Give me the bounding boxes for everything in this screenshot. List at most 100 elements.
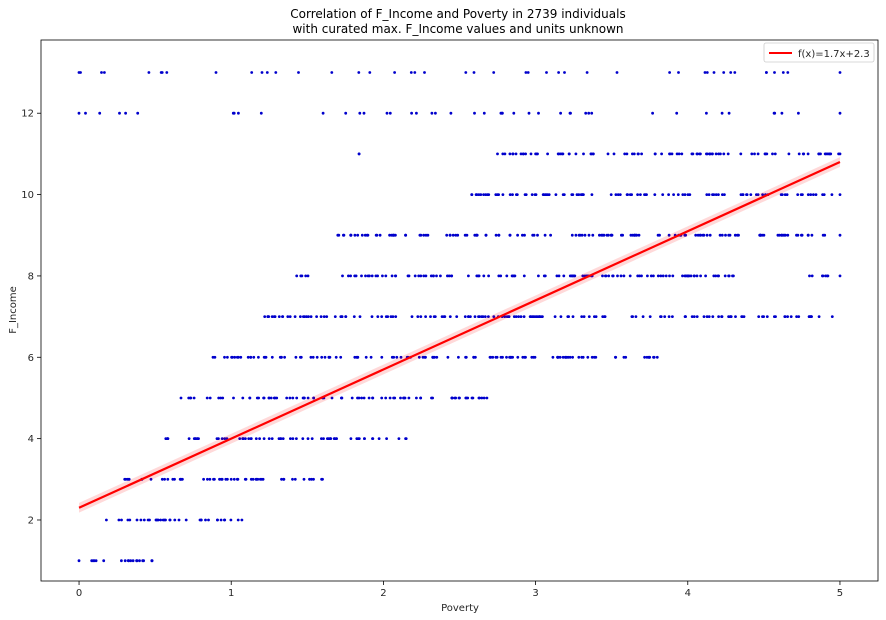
chart-title: Correlation of F_Income and Poverty in 2…: [290, 7, 625, 21]
data-point: [496, 152, 499, 156]
data-point: [377, 437, 381, 440]
data-point: [817, 152, 821, 156]
data-point: [366, 233, 370, 237]
x-tick-label: 2: [380, 588, 386, 599]
data-point: [270, 315, 274, 318]
data-point: [233, 355, 237, 359]
data-point: [690, 315, 694, 318]
data-point: [745, 193, 748, 197]
data-point: [503, 152, 507, 156]
x-axis-label: Poverty: [441, 603, 479, 614]
data-point: [249, 355, 253, 359]
data-point: [720, 233, 724, 237]
data-point: [450, 274, 454, 278]
data-point: [448, 315, 452, 318]
data-point: [312, 396, 315, 400]
data-point: [189, 396, 193, 400]
data-point: [342, 233, 346, 237]
data-point: [289, 437, 292, 440]
data-point: [701, 233, 705, 237]
data-point: [229, 518, 233, 522]
data-point: [426, 233, 430, 237]
data-point: [138, 559, 141, 563]
data-point: [723, 274, 727, 278]
data-point: [653, 152, 657, 156]
data-point: [333, 437, 337, 440]
data-point: [722, 71, 726, 74]
data-point: [801, 152, 805, 156]
data-point: [392, 233, 395, 237]
data-point: [739, 152, 743, 156]
data-point: [100, 71, 103, 74]
data-point: [481, 315, 485, 318]
data-point: [622, 355, 626, 359]
data-point: [417, 274, 421, 278]
data-point: [254, 437, 258, 440]
data-point: [508, 193, 512, 197]
data-point: [214, 71, 218, 74]
data-point: [645, 193, 648, 197]
data-point: [349, 437, 353, 440]
data-point: [295, 274, 299, 278]
data-point: [475, 274, 479, 278]
data-point: [416, 315, 420, 318]
data-point: [696, 233, 700, 237]
data-point: [250, 71, 254, 74]
data-point: [262, 437, 266, 440]
data-point: [475, 233, 479, 237]
data-point: [315, 355, 319, 359]
data-point: [505, 274, 509, 278]
y-tick-label: 8: [28, 271, 34, 282]
data-point: [582, 152, 585, 156]
data-point: [131, 559, 135, 563]
data-point: [192, 396, 196, 400]
data-point: [639, 193, 642, 197]
data-point: [139, 518, 143, 522]
data-point: [470, 193, 474, 197]
x-tick-label: 0: [76, 588, 82, 599]
data-point: [166, 477, 170, 481]
data-point: [607, 274, 611, 278]
data-point: [705, 71, 709, 74]
data-point: [587, 315, 591, 318]
data-point: [671, 315, 674, 318]
data-point: [277, 315, 281, 318]
data-point: [633, 233, 637, 237]
data-point: [707, 315, 711, 318]
data-point: [384, 274, 388, 278]
data-point: [165, 71, 169, 74]
data-point: [371, 396, 374, 400]
data-point: [712, 274, 716, 278]
data-point: [288, 315, 292, 318]
data-point: [684, 315, 687, 318]
data-point: [537, 111, 540, 115]
data-point: [466, 396, 470, 400]
data-point: [574, 233, 578, 237]
data-point: [98, 111, 102, 115]
data-point: [598, 233, 601, 237]
data-point: [273, 315, 277, 318]
data-point: [838, 71, 842, 74]
data-point: [146, 518, 150, 522]
data-point: [636, 152, 640, 156]
data-point: [698, 152, 702, 156]
data-point: [568, 355, 572, 359]
data-point: [616, 274, 619, 278]
data-point: [733, 71, 737, 74]
data-point: [542, 193, 546, 197]
data-point: [731, 274, 734, 278]
data-point: [389, 315, 393, 318]
data-point: [482, 111, 486, 115]
data-point: [84, 111, 87, 115]
data-point: [647, 355, 651, 359]
data-point: [388, 233, 391, 237]
data-point: [580, 315, 584, 318]
data-point: [264, 355, 268, 359]
data-point: [388, 111, 392, 115]
data-point: [294, 355, 298, 359]
data-point: [727, 233, 731, 237]
data-point: [578, 233, 582, 237]
data-point: [641, 315, 645, 318]
data-point: [645, 355, 649, 359]
data-point: [286, 315, 290, 318]
